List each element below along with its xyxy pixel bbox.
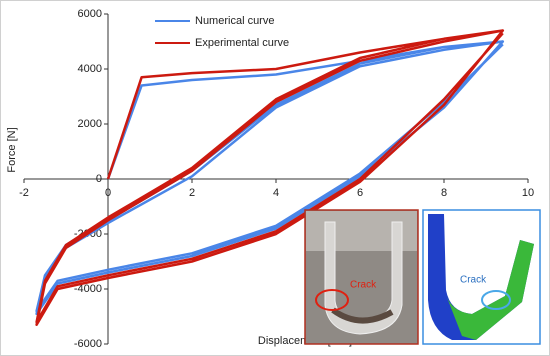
legend-label: Experimental curve <box>195 37 289 49</box>
y-axis-label: Force [N] <box>6 127 18 172</box>
y-tick-label: -4000 <box>74 283 102 295</box>
x-tick-label: 0 <box>105 187 111 199</box>
series-line <box>35 40 505 316</box>
x-tick-label: -2 <box>19 187 29 199</box>
y-tick-label: 2000 <box>78 118 102 130</box>
y-tick-label: 6000 <box>78 8 102 20</box>
x-tick-label: 6 <box>357 187 363 199</box>
crack-marker <box>315 289 349 311</box>
series-line <box>35 29 505 327</box>
x-tick-label: 4 <box>273 187 279 199</box>
x-tick-label: 10 <box>522 187 534 199</box>
fea-stress <box>446 240 534 340</box>
inset-fea: Crack <box>422 209 541 345</box>
y-tick-label: 4000 <box>78 63 102 75</box>
y-tick-label: 0 <box>96 173 102 185</box>
plot-area: -2 0 2 4 6 8 10-6000-4000-20000200040006000Dis… <box>6 8 534 350</box>
crack-marker <box>481 290 511 310</box>
inset-label: Crack <box>350 280 377 291</box>
inset-label: Crack <box>460 275 487 286</box>
x-tick-label: 8 <box>441 187 447 199</box>
y-tick-label: -6000 <box>74 338 102 350</box>
inset-photo: Crack <box>304 209 419 345</box>
legend-label: Numerical curve <box>195 15 274 27</box>
x-tick-label: 2 <box>189 187 195 199</box>
specimen-shadow <box>331 307 394 324</box>
